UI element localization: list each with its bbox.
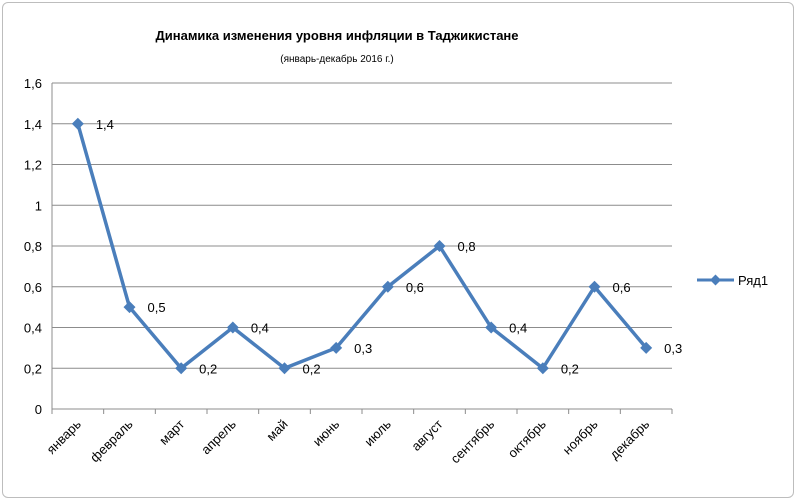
chart-title: Динамика изменения уровня инфляции в Тад… bbox=[155, 28, 518, 43]
x-tick-label: март bbox=[156, 416, 187, 447]
data-label: 1,4 bbox=[96, 117, 114, 132]
x-tick-label: сентябрь bbox=[448, 416, 498, 466]
data-label: 0,8 bbox=[458, 239, 476, 254]
data-point-marker bbox=[123, 301, 136, 314]
data-label: 0,2 bbox=[303, 361, 321, 376]
data-point-marker bbox=[381, 280, 394, 293]
y-tick-label: 1,2 bbox=[24, 158, 42, 173]
series-line bbox=[76, 123, 648, 370]
legend-marker bbox=[710, 274, 721, 286]
y-tick-label: 1,6 bbox=[24, 76, 42, 91]
y-tick-label: 1,4 bbox=[24, 117, 42, 132]
data-label: 0,3 bbox=[664, 341, 682, 356]
x-tick-label: июнь bbox=[310, 416, 343, 449]
x-tick-label: февраль bbox=[87, 416, 136, 465]
chart-subtitle: (январь-декабрь 2016 г.) bbox=[280, 53, 394, 65]
data-point-marker bbox=[640, 341, 653, 354]
data-label: 0,6 bbox=[406, 280, 424, 295]
y-tick-label: 0,6 bbox=[24, 280, 42, 295]
data-point-marker bbox=[588, 280, 601, 293]
data-point-marker bbox=[226, 321, 239, 334]
y-tick-label: 0 bbox=[35, 402, 42, 417]
series-layer: 1,4 0,5 0,2 0,4 0,2 0,3 0,6 0,8 0,4 0,2 0,6 0,3 bbox=[71, 117, 682, 376]
data-label: 0,5 bbox=[148, 300, 166, 315]
data-point-marker bbox=[485, 321, 498, 334]
data-point-marker bbox=[433, 240, 446, 252]
legend: Ряд1 bbox=[697, 273, 768, 288]
x-tick-label: октябрь bbox=[505, 416, 549, 460]
data-label: 0,4 bbox=[251, 321, 269, 336]
data-label: 0,2 bbox=[561, 361, 579, 376]
data-label: 0,3 bbox=[354, 341, 372, 356]
x-tick-label: декабрь bbox=[607, 416, 653, 462]
data-point-marker bbox=[536, 362, 549, 375]
data-point-marker bbox=[278, 362, 291, 375]
y-tick-label: 1 bbox=[35, 198, 42, 213]
x-tick-label: июль bbox=[361, 416, 394, 449]
x-tick-label: ноябрь bbox=[560, 416, 601, 457]
data-point-marker bbox=[330, 341, 343, 354]
x-tick-label: август bbox=[408, 416, 445, 453]
x-tick-label: май bbox=[263, 417, 290, 444]
data-label: 0,6 bbox=[613, 280, 631, 295]
data-point-marker bbox=[175, 362, 188, 375]
x-tick-label: январь bbox=[43, 416, 84, 457]
data-point-marker bbox=[71, 117, 84, 130]
data-label: 0,4 bbox=[509, 321, 527, 336]
data-label: 0,2 bbox=[199, 361, 217, 376]
y-tick-label: 0,2 bbox=[24, 361, 42, 376]
y-tick-label: 0,8 bbox=[24, 239, 42, 254]
legend-label: Ряд1 bbox=[738, 273, 768, 288]
x-tick-label: апрель bbox=[198, 416, 239, 457]
y-tick-label: 0,4 bbox=[24, 321, 42, 336]
